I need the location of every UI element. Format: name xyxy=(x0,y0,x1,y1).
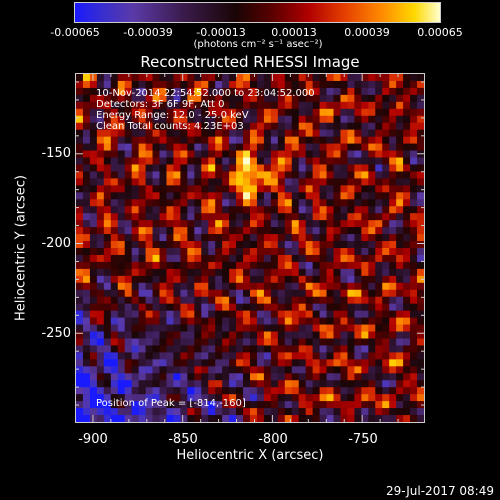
colorbar-tick: -0.00039 xyxy=(123,26,173,39)
y-tick-label: -150 xyxy=(41,146,71,161)
x-axis-label: Heliocentric X (arcsec) xyxy=(176,448,324,463)
x-tick-label: -750 xyxy=(348,432,378,447)
colorbar-tick: 0.00039 xyxy=(344,26,390,39)
annotation-time: 10-Nov-2014 22:54:52.000 to 23:04:52.000 xyxy=(96,88,315,99)
chart-title: Reconstructed RHESSI Image xyxy=(140,53,360,71)
footer-timestamp: 29-Jul-2017 08:49 xyxy=(385,484,494,498)
heatmap xyxy=(76,74,424,422)
x-tick-label: -800 xyxy=(258,432,288,447)
y-tick-label: -250 xyxy=(41,326,71,341)
plot-area: 10-Nov-2014 22:54:52.000 to 23:04:52.000… xyxy=(75,73,425,423)
x-tick-label: -850 xyxy=(168,432,198,447)
colorbar-tick: 0.00013 xyxy=(271,26,317,39)
annotation-energy: Energy Range: 12.0 - 25.0 keV xyxy=(96,110,249,121)
colorbar-tick: 0.00065 xyxy=(417,26,463,39)
colorbar-tick: -0.00065 xyxy=(50,26,100,39)
y-tick-label: -200 xyxy=(41,236,71,251)
colorbar-tick: -0.00013 xyxy=(196,26,246,39)
annotation-method: Clean Total counts: 4.23E+03 xyxy=(96,121,244,132)
annotation-peak: Position of Peak = [-814,-160] xyxy=(96,398,246,409)
colorbar xyxy=(74,2,441,23)
x-tick-label: -900 xyxy=(78,432,108,447)
y-axis-label: Heliocentric Y (arcsec) xyxy=(13,175,29,321)
annotation-detectors: Detectors: 3F 6F 9F, Att 0 xyxy=(96,99,225,110)
colorbar-units: (photons cm⁻² s⁻¹ asec⁻²) xyxy=(193,39,323,50)
